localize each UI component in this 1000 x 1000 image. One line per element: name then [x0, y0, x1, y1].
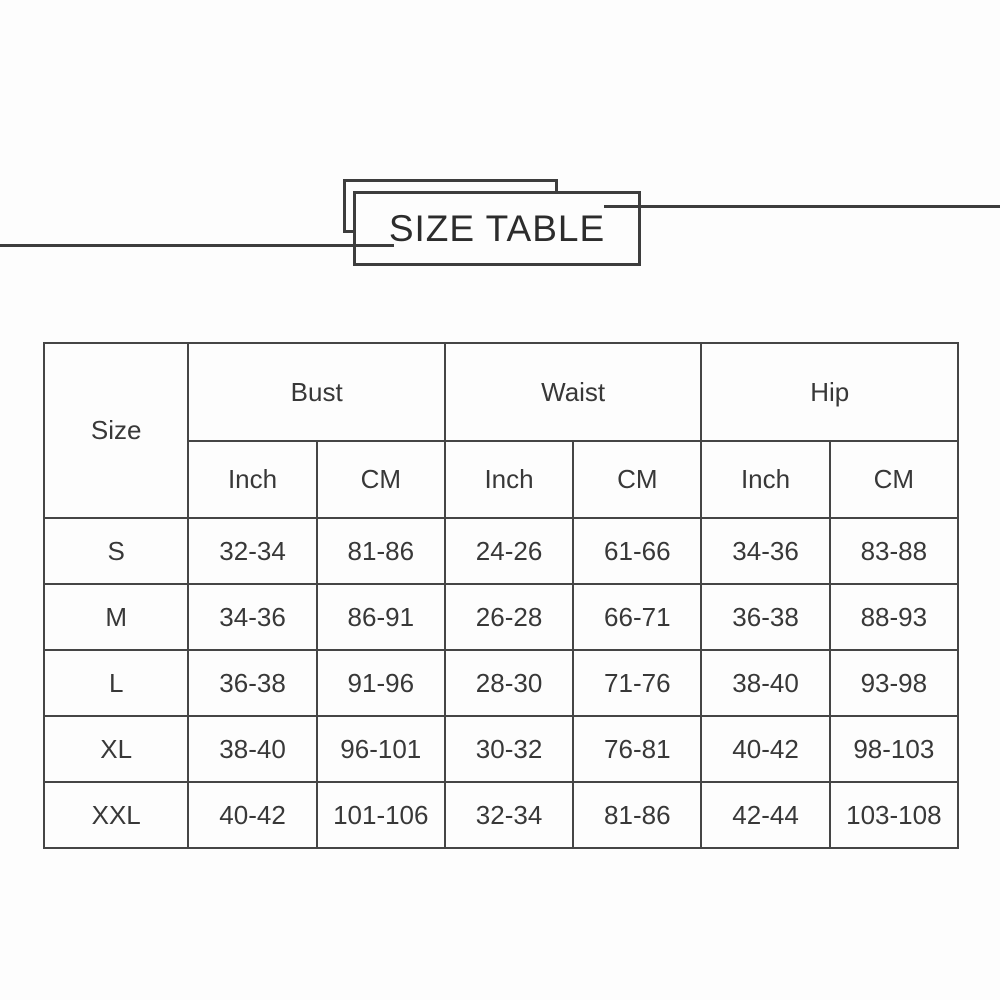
table-row-xxl: XXL 40-42 101-106 32-34 81-86 42-44 103-… [42, 781, 960, 849]
unit-header-waist-cm: CM [572, 440, 703, 519]
decorative-line-right [604, 205, 1000, 208]
table-cell: 86-91 [315, 583, 446, 651]
table-cell: 71-76 [572, 649, 703, 717]
table-cell: 93-98 [828, 649, 960, 717]
table-cell: 24-26 [443, 517, 575, 585]
table-cell: 101-106 [315, 781, 446, 849]
table-header-size: Size [42, 342, 190, 519]
size-label: S [42, 517, 190, 585]
size-table: Size Bust Waist Hip Inch CM Inch CM Inch… [42, 342, 960, 849]
size-label: L [42, 649, 190, 717]
unit-header-hip-cm: CM [828, 440, 960, 519]
unit-header-bust-cm: CM [315, 440, 446, 519]
table-cell: 96-101 [315, 715, 446, 783]
table-cell: 98-103 [828, 715, 960, 783]
table-cell: 32-34 [443, 781, 575, 849]
table-cell: 66-71 [572, 583, 703, 651]
table-cell: 40-42 [700, 715, 831, 783]
table-cell: 83-88 [828, 517, 960, 585]
table-cell: 40-42 [187, 781, 318, 849]
table-row-xl: XL 38-40 96-101 30-32 76-81 40-42 98-103 [42, 715, 960, 783]
table-header-bust: Bust [187, 342, 446, 442]
table-group-header-row: Size Bust Waist Hip [42, 342, 959, 519]
table-cell: 76-81 [572, 715, 703, 783]
table-cell: 26-28 [443, 583, 575, 651]
table-cell: 38-40 [700, 649, 831, 717]
table-cell: 61-66 [572, 517, 703, 585]
size-label: XXL [42, 781, 190, 849]
table-cell: 32-34 [187, 517, 318, 585]
title-box: SIZE TABLE [353, 191, 641, 266]
table-cell: 103-108 [828, 781, 960, 849]
size-label: XL [42, 715, 190, 783]
table-cell: 36-38 [700, 583, 831, 651]
table-cell: 91-96 [315, 649, 446, 717]
table-header-waist: Waist [443, 342, 703, 442]
table-cell: 88-93 [828, 583, 960, 651]
table-cell: 30-32 [443, 715, 575, 783]
table-header-hip: Hip [700, 342, 959, 442]
decorative-line-left [0, 244, 394, 247]
unit-header-bust-inch: Inch [187, 440, 318, 519]
table-cell: 38-40 [187, 715, 318, 783]
unit-header-waist-inch: Inch [443, 440, 575, 519]
size-label: M [42, 583, 190, 651]
table-cell: 81-86 [572, 781, 703, 849]
table-units-row: Inch CM Inch CM Inch CM [44, 440, 960, 519]
table-cell: 81-86 [315, 517, 446, 585]
table-row-m: M 34-36 86-91 26-28 66-71 36-38 88-93 [42, 583, 960, 651]
table-cell: 34-36 [187, 583, 318, 651]
table-cell: 28-30 [443, 649, 575, 717]
table-cell: 36-38 [187, 649, 318, 717]
table-cell: 34-36 [700, 517, 831, 585]
table-row-l: L 36-38 91-96 28-30 71-76 38-40 93-98 [42, 649, 960, 717]
table-row-s: S 32-34 81-86 24-26 61-66 34-36 83-88 [42, 517, 960, 585]
page-title: SIZE TABLE [388, 207, 606, 249]
unit-header-hip-inch: Inch [700, 440, 831, 519]
table-cell: 42-44 [700, 781, 831, 849]
